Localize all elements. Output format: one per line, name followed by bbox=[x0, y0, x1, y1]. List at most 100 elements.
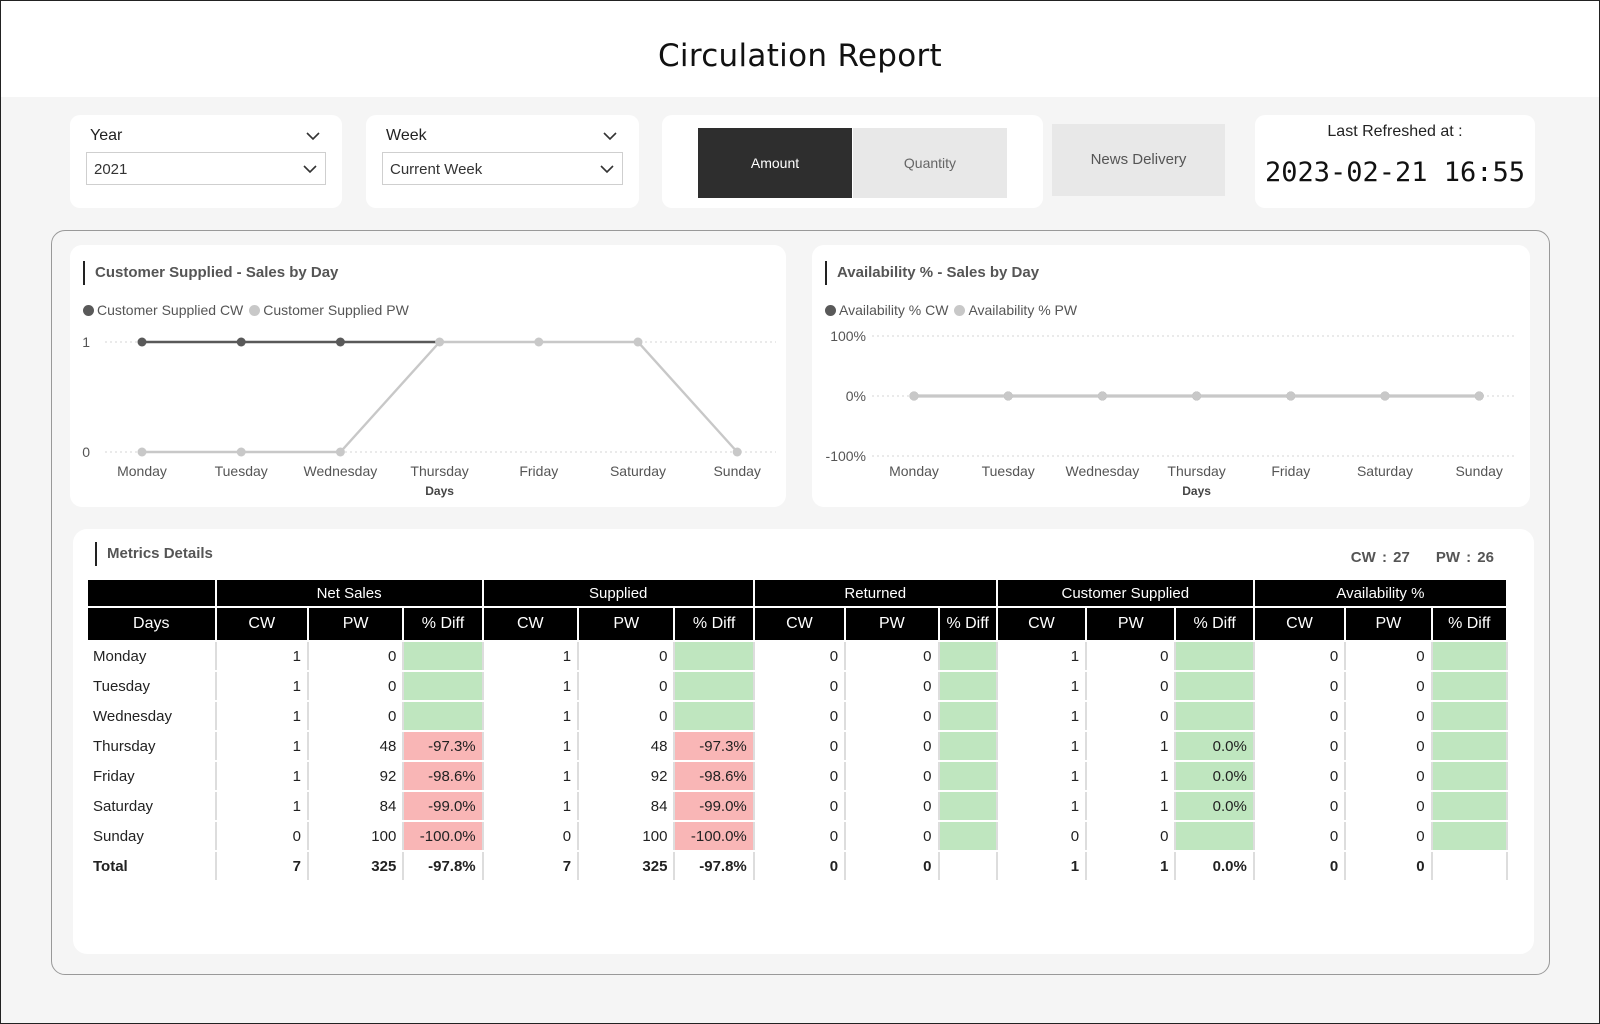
legend-item[interactable]: Availability % CW bbox=[825, 302, 948, 318]
cw-pw-summary: CW : 27 PW : 26 bbox=[1351, 549, 1494, 566]
column-header[interactable]: % Diff bbox=[673, 607, 755, 642]
value-cell: 0 bbox=[1253, 671, 1347, 702]
pct-diff-cell: -97.8% bbox=[403, 851, 484, 882]
quantity-button[interactable]: Quantity bbox=[853, 128, 1007, 198]
value-cell: 1 bbox=[996, 851, 1088, 882]
value-cell: 92 bbox=[307, 761, 405, 792]
x-tick-label: Saturday bbox=[1357, 463, 1413, 479]
customer-supplied-chart-card: Customer Supplied - Sales by Day Custome… bbox=[70, 245, 786, 507]
column-header[interactable]: PW bbox=[306, 607, 405, 642]
value-cell: 0 bbox=[1345, 851, 1433, 882]
year-dropdown-value: 2021 bbox=[94, 161, 128, 178]
value-cell: 0 bbox=[845, 731, 940, 762]
value-cell: 0 bbox=[1345, 821, 1433, 852]
table-row: Sunday 0 100 -100.0% 0 100 -100.0% 0 0 0 0 0 0 bbox=[87, 821, 1509, 852]
value-cell: 0 bbox=[482, 821, 580, 852]
value-cell: 0 bbox=[1345, 791, 1433, 822]
x-tick-label: Thursday bbox=[1167, 463, 1225, 479]
pct-diff-cell bbox=[1431, 851, 1509, 882]
news-delivery-button[interactable]: News Delivery bbox=[1052, 124, 1225, 196]
x-tick-label: Saturday bbox=[610, 463, 666, 479]
column-header[interactable]: CW bbox=[1252, 607, 1347, 642]
value-cell: 0 bbox=[1345, 671, 1433, 702]
pct-diff-cell bbox=[1431, 821, 1509, 852]
x-tick-label: Sunday bbox=[713, 463, 760, 479]
value-cell: 0 bbox=[1253, 821, 1347, 852]
pct-diff-cell: -99.0% bbox=[403, 791, 484, 822]
value-cell: 1 bbox=[482, 761, 580, 792]
collapse-chevron-icon[interactable] bbox=[601, 127, 619, 145]
column-header[interactable]: PW bbox=[1344, 607, 1433, 642]
column-header[interactable]: % Diff bbox=[937, 607, 998, 642]
legend-dot-icon bbox=[249, 304, 261, 316]
value-cell: 1 bbox=[482, 641, 580, 672]
value-cell: 1 bbox=[215, 641, 309, 672]
value-cell: 0 bbox=[307, 701, 405, 732]
value-cell: 0 bbox=[1086, 821, 1177, 852]
week-dropdown-value: Current Week bbox=[390, 161, 483, 178]
x-tick-label: Wednesday bbox=[1066, 463, 1140, 479]
chart-legend: Availability % CW Availability % PW bbox=[825, 302, 1083, 318]
chevron-down-icon bbox=[303, 165, 317, 174]
value-cell: 7 bbox=[215, 851, 309, 882]
table-row: Monday 1 0 1 0 0 0 1 0 0 0 bbox=[87, 641, 1509, 672]
cw-data-point bbox=[335, 337, 345, 347]
column-header[interactable]: CW bbox=[481, 607, 580, 642]
column-header[interactable]: Days bbox=[86, 607, 217, 642]
x-tick-label: Tuesday bbox=[982, 463, 1035, 479]
legend-item[interactable]: Availability % PW bbox=[954, 302, 1077, 318]
legend-item[interactable]: Customer Supplied PW bbox=[249, 302, 409, 318]
pct-diff-cell bbox=[403, 701, 484, 732]
x-tick-label: Friday bbox=[519, 463, 558, 479]
data-point bbox=[1192, 391, 1202, 401]
pct-diff-cell: -97.3% bbox=[674, 731, 755, 762]
value-cell: 0 bbox=[307, 641, 405, 672]
x-tick-label: Friday bbox=[1271, 463, 1310, 479]
column-header[interactable]: CW bbox=[752, 607, 847, 642]
column-header[interactable]: PW bbox=[1085, 607, 1177, 642]
year-dropdown[interactable]: 2021 bbox=[86, 152, 326, 185]
data-point bbox=[1286, 391, 1296, 401]
column-header[interactable]: PW bbox=[844, 607, 940, 642]
value-cell: 0 bbox=[1086, 671, 1177, 702]
availability-chart-card: Availability % - Sales by Day Availabili… bbox=[812, 245, 1530, 507]
metrics-details-card: Metrics Details CW : 27 PW : 26 Net Sales… bbox=[73, 529, 1534, 954]
table-row: Friday 1 92 -98.6% 1 92 -98.6% 0 0 1 1 0.0% 0 0 bbox=[87, 761, 1509, 792]
day-cell: Tuesday bbox=[87, 671, 217, 702]
amount-button[interactable]: Amount bbox=[698, 128, 852, 198]
value-cell: 1 bbox=[215, 701, 309, 732]
column-header[interactable]: % Diff bbox=[1430, 607, 1509, 642]
value-cell: 1 bbox=[1086, 731, 1177, 762]
pct-diff-cell bbox=[1175, 671, 1255, 702]
value-cell: 100 bbox=[578, 821, 676, 852]
pct-diff-cell: -99.0% bbox=[674, 791, 755, 822]
value-cell: 0 bbox=[1345, 701, 1433, 732]
column-header[interactable]: % Diff bbox=[402, 607, 484, 642]
pct-diff-cell bbox=[674, 641, 755, 672]
legend-item[interactable]: Customer Supplied CW bbox=[83, 302, 243, 318]
data-point bbox=[1097, 391, 1107, 401]
legend-label: Availability % PW bbox=[968, 302, 1078, 318]
pct-diff-cell bbox=[674, 701, 755, 732]
group-header: Customer Supplied bbox=[995, 580, 1255, 608]
series-line-overlap bbox=[439, 340, 739, 453]
column-header-row: Days CW PW% Diff CW PW% Diff CW PW% Diff CW PW% … bbox=[86, 607, 1509, 642]
value-cell: 0 bbox=[845, 671, 940, 702]
column-header[interactable]: CW bbox=[995, 607, 1088, 642]
collapse-chevron-icon[interactable] bbox=[304, 127, 322, 145]
legend-dot-icon bbox=[83, 304, 94, 316]
x-axis-title: Days bbox=[425, 484, 454, 498]
pct-diff-cell: 0.0% bbox=[1175, 731, 1255, 762]
pct-diff-cell bbox=[1431, 731, 1509, 762]
value-cell: 1 bbox=[482, 791, 580, 822]
column-header[interactable]: % Diff bbox=[1174, 607, 1255, 642]
pct-diff-cell bbox=[938, 731, 998, 762]
metrics-table: Net Sales Supplied Returned Customer Sup… bbox=[86, 580, 1509, 882]
column-header[interactable]: CW bbox=[214, 607, 309, 642]
pw-data-point bbox=[137, 447, 147, 457]
table-row: Tuesday 1 0 1 0 0 0 1 0 0 0 bbox=[87, 671, 1509, 702]
column-header[interactable]: PW bbox=[577, 607, 676, 642]
y-tick-label: 1 bbox=[82, 334, 90, 350]
week-dropdown[interactable]: Current Week bbox=[382, 152, 623, 185]
value-cell: 0 bbox=[307, 671, 405, 702]
